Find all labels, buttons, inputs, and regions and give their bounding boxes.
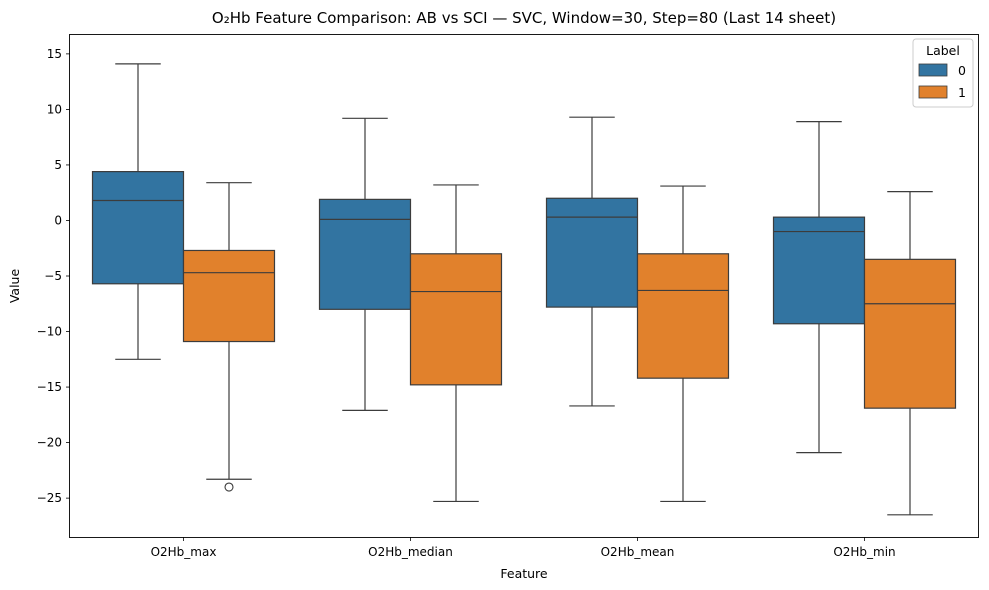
box-O2Hb_min-label-1 [863,190,957,516]
boxes-layer [91,63,957,516]
legend-label-0: 0 [958,63,966,78]
box-O2Hb_median-label-1 [409,184,503,503]
legend-swatch-1 [918,85,948,99]
box-O2Hb_min-label-0 [772,121,866,454]
box-O2Hb_median-label-0 [318,117,412,411]
iqr-box [182,249,276,343]
y-tick-label: 10 [47,102,62,116]
y-tick-label: −20 [37,436,62,450]
y-axis-label: Value [7,269,22,304]
legend-label-1: 1 [958,85,966,100]
iqr-box [318,198,412,310]
x-tick-label: O2Hb_median [368,545,453,559]
y-tick-label: 0 [54,213,62,227]
y-tick-label: 15 [47,47,62,61]
box-O2Hb_max-label-1 [182,182,276,492]
iqr-box [409,253,503,386]
x-tick-label: O2Hb_mean [601,545,675,559]
y-tick-label: −10 [37,325,62,339]
x-axis-label: Feature [500,566,548,581]
iqr-box [772,216,866,325]
iqr-box [545,197,639,308]
outlier-point [224,482,234,492]
box-O2Hb_max-label-0 [91,63,185,360]
legend-swatch-0 [918,63,948,77]
box-O2Hb_mean-label-0 [545,116,639,407]
y-tick-label: −5 [44,269,62,283]
legend: Label 0 1 [912,38,974,108]
iqr-box [863,258,957,409]
box-O2Hb_mean-label-1 [636,185,730,503]
y-tick-label: −25 [37,491,62,505]
chart-title: O₂Hb Feature Comparison: AB vs SCI — SVC… [212,9,836,27]
plot-frame [69,34,979,538]
x-tick-label: O2Hb_min [833,545,895,559]
legend-title: Label [926,43,960,58]
y-tick-label: 5 [54,158,62,172]
y-axis: 15 10 5 0 −5 −10 −15 −20 −25 [37,47,70,505]
iqr-box [91,171,185,285]
y-tick-label: −15 [37,380,62,394]
x-axis: O2Hb_max O2Hb_median O2Hb_mean O2Hb_min [151,537,896,559]
iqr-box [636,253,730,379]
x-tick-label: O2Hb_max [151,545,217,559]
